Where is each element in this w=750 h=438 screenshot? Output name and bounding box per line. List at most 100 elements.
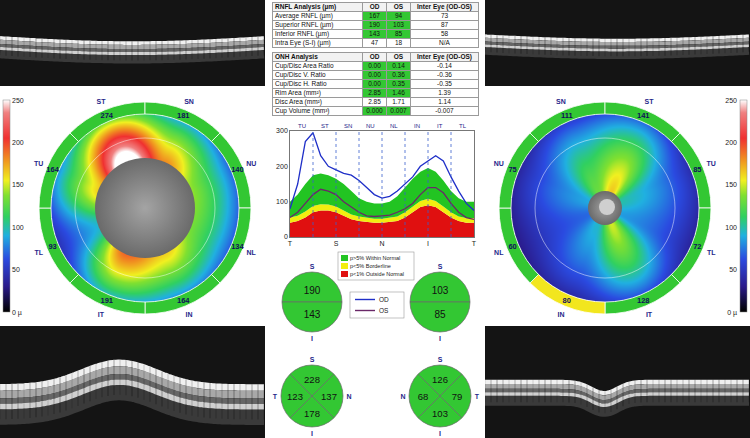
svg-text:181: 181	[177, 111, 190, 120]
html-text:190: 190	[369, 21, 380, 28]
svg-text:S: S	[310, 356, 315, 363]
svg-text:TU: TU	[298, 123, 306, 129]
svg-text:I: I	[311, 335, 313, 342]
svg-text:NL: NL	[390, 123, 398, 129]
svg-text:103: 103	[432, 408, 448, 419]
svg-text:60: 60	[508, 242, 516, 251]
svg-text:T: T	[472, 240, 477, 247]
svg-text:I: I	[439, 335, 441, 342]
svg-text:TL: TL	[34, 249, 43, 256]
svg-text:200: 200	[12, 139, 24, 146]
svg-text:N: N	[379, 240, 384, 247]
svg-text:164: 164	[177, 296, 190, 305]
svg-text:OS: OS	[379, 307, 389, 314]
svg-text:200: 200	[276, 163, 288, 170]
svg-text:68: 68	[418, 391, 429, 402]
svg-text:S: S	[310, 263, 315, 270]
svg-text:190: 190	[304, 285, 321, 296]
svg-text:93: 93	[48, 242, 56, 251]
svg-text:100: 100	[12, 224, 24, 231]
svg-text:150: 150	[725, 181, 737, 188]
svg-text:p<5% Borderline: p<5% Borderline	[350, 263, 391, 269]
html-text:OS: OS	[393, 3, 404, 10]
html-text:Inter Eye (OD-OS): Inter Eye (OD-OS)	[417, 3, 472, 10]
svg-text:85: 85	[693, 165, 701, 174]
svg-text:IN: IN	[186, 311, 193, 318]
svg-text:NU: NU	[366, 123, 375, 129]
svg-text:IN: IN	[557, 311, 564, 318]
svg-text:150: 150	[12, 181, 24, 188]
svg-text:I: I	[311, 430, 313, 437]
svg-text:N: N	[400, 393, 405, 400]
svg-text:SN: SN	[556, 98, 566, 105]
svg-text:128: 128	[637, 296, 650, 305]
svg-text:T: T	[273, 393, 278, 400]
svg-text:ST: ST	[645, 98, 655, 105]
svg-text:NL: NL	[494, 249, 504, 256]
svg-text:TU: TU	[707, 160, 716, 167]
svg-text:N: N	[346, 393, 351, 400]
svg-text:SN: SN	[184, 98, 194, 105]
svg-text:NU: NU	[494, 160, 504, 167]
svg-text:137: 137	[321, 391, 337, 402]
svg-text:T: T	[288, 240, 293, 247]
svg-text:123: 123	[287, 391, 303, 402]
svg-text:100: 100	[276, 198, 288, 205]
svg-text:OD: OD	[379, 296, 389, 303]
svg-text:p>5% Within Normal: p>5% Within Normal	[350, 255, 400, 261]
svg-text:164: 164	[46, 165, 59, 174]
svg-text:0: 0	[284, 233, 288, 240]
svg-text:100: 100	[725, 224, 737, 231]
svg-text:178: 178	[304, 408, 320, 419]
svg-text:143: 143	[304, 309, 321, 320]
svg-text:75: 75	[508, 165, 516, 174]
svg-text:ST: ST	[321, 123, 329, 129]
svg-text:NU: NU	[246, 160, 256, 167]
svg-text:I: I	[439, 430, 441, 437]
svg-text:85: 85	[434, 309, 446, 320]
svg-text:TL: TL	[707, 249, 716, 256]
svg-text:0 µ: 0 µ	[12, 309, 22, 317]
svg-text:50: 50	[729, 266, 737, 273]
svg-text:134: 134	[231, 242, 244, 251]
html-text:94: 94	[394, 12, 403, 19]
svg-text:111: 111	[561, 111, 573, 120]
svg-text:IT: IT	[98, 311, 105, 318]
svg-text:141: 141	[637, 111, 650, 120]
svg-text:200: 200	[725, 139, 737, 146]
svg-text:I: I	[427, 240, 429, 247]
svg-text:140: 140	[231, 165, 244, 174]
svg-text:S: S	[334, 240, 339, 247]
svg-text:T: T	[475, 393, 480, 400]
svg-text:126: 126	[432, 374, 448, 385]
svg-text:IN: IN	[414, 123, 420, 129]
svg-text:TL: TL	[459, 123, 467, 129]
svg-text:80: 80	[563, 296, 571, 305]
html-text:167: 167	[369, 12, 380, 19]
html-text:OD: OD	[369, 3, 380, 10]
svg-text:250: 250	[12, 97, 24, 104]
svg-text:NL: NL	[247, 249, 257, 256]
html-text:Average RNFL (µm): Average RNFL (µm)	[275, 12, 333, 19]
svg-text:IT: IT	[437, 123, 443, 129]
svg-text:IT: IT	[646, 311, 653, 318]
svg-text:72: 72	[693, 242, 701, 251]
svg-text:228: 228	[304, 374, 320, 385]
svg-text:ST: ST	[97, 98, 107, 105]
svg-text:50: 50	[12, 266, 20, 273]
html-text:Superior RNFL (µm): Superior RNFL (µm)	[275, 21, 334, 28]
svg-text:79: 79	[452, 391, 463, 402]
svg-text:p<1% Outside Normal: p<1% Outside Normal	[350, 271, 404, 277]
svg-text:250: 250	[725, 97, 737, 104]
svg-text:274: 274	[100, 111, 113, 120]
svg-text:S: S	[438, 356, 443, 363]
svg-text:191: 191	[100, 296, 113, 305]
svg-text:TU: TU	[34, 160, 43, 167]
svg-text:S: S	[438, 263, 443, 270]
svg-text:300: 300	[276, 127, 288, 134]
svg-text:SN: SN	[344, 123, 352, 129]
svg-text:103: 103	[432, 285, 449, 296]
html-text:RNFL Analysis (µm): RNFL Analysis (µm)	[275, 3, 337, 10]
svg-text:0 µ: 0 µ	[727, 309, 737, 317]
html-text:73: 73	[440, 12, 449, 19]
